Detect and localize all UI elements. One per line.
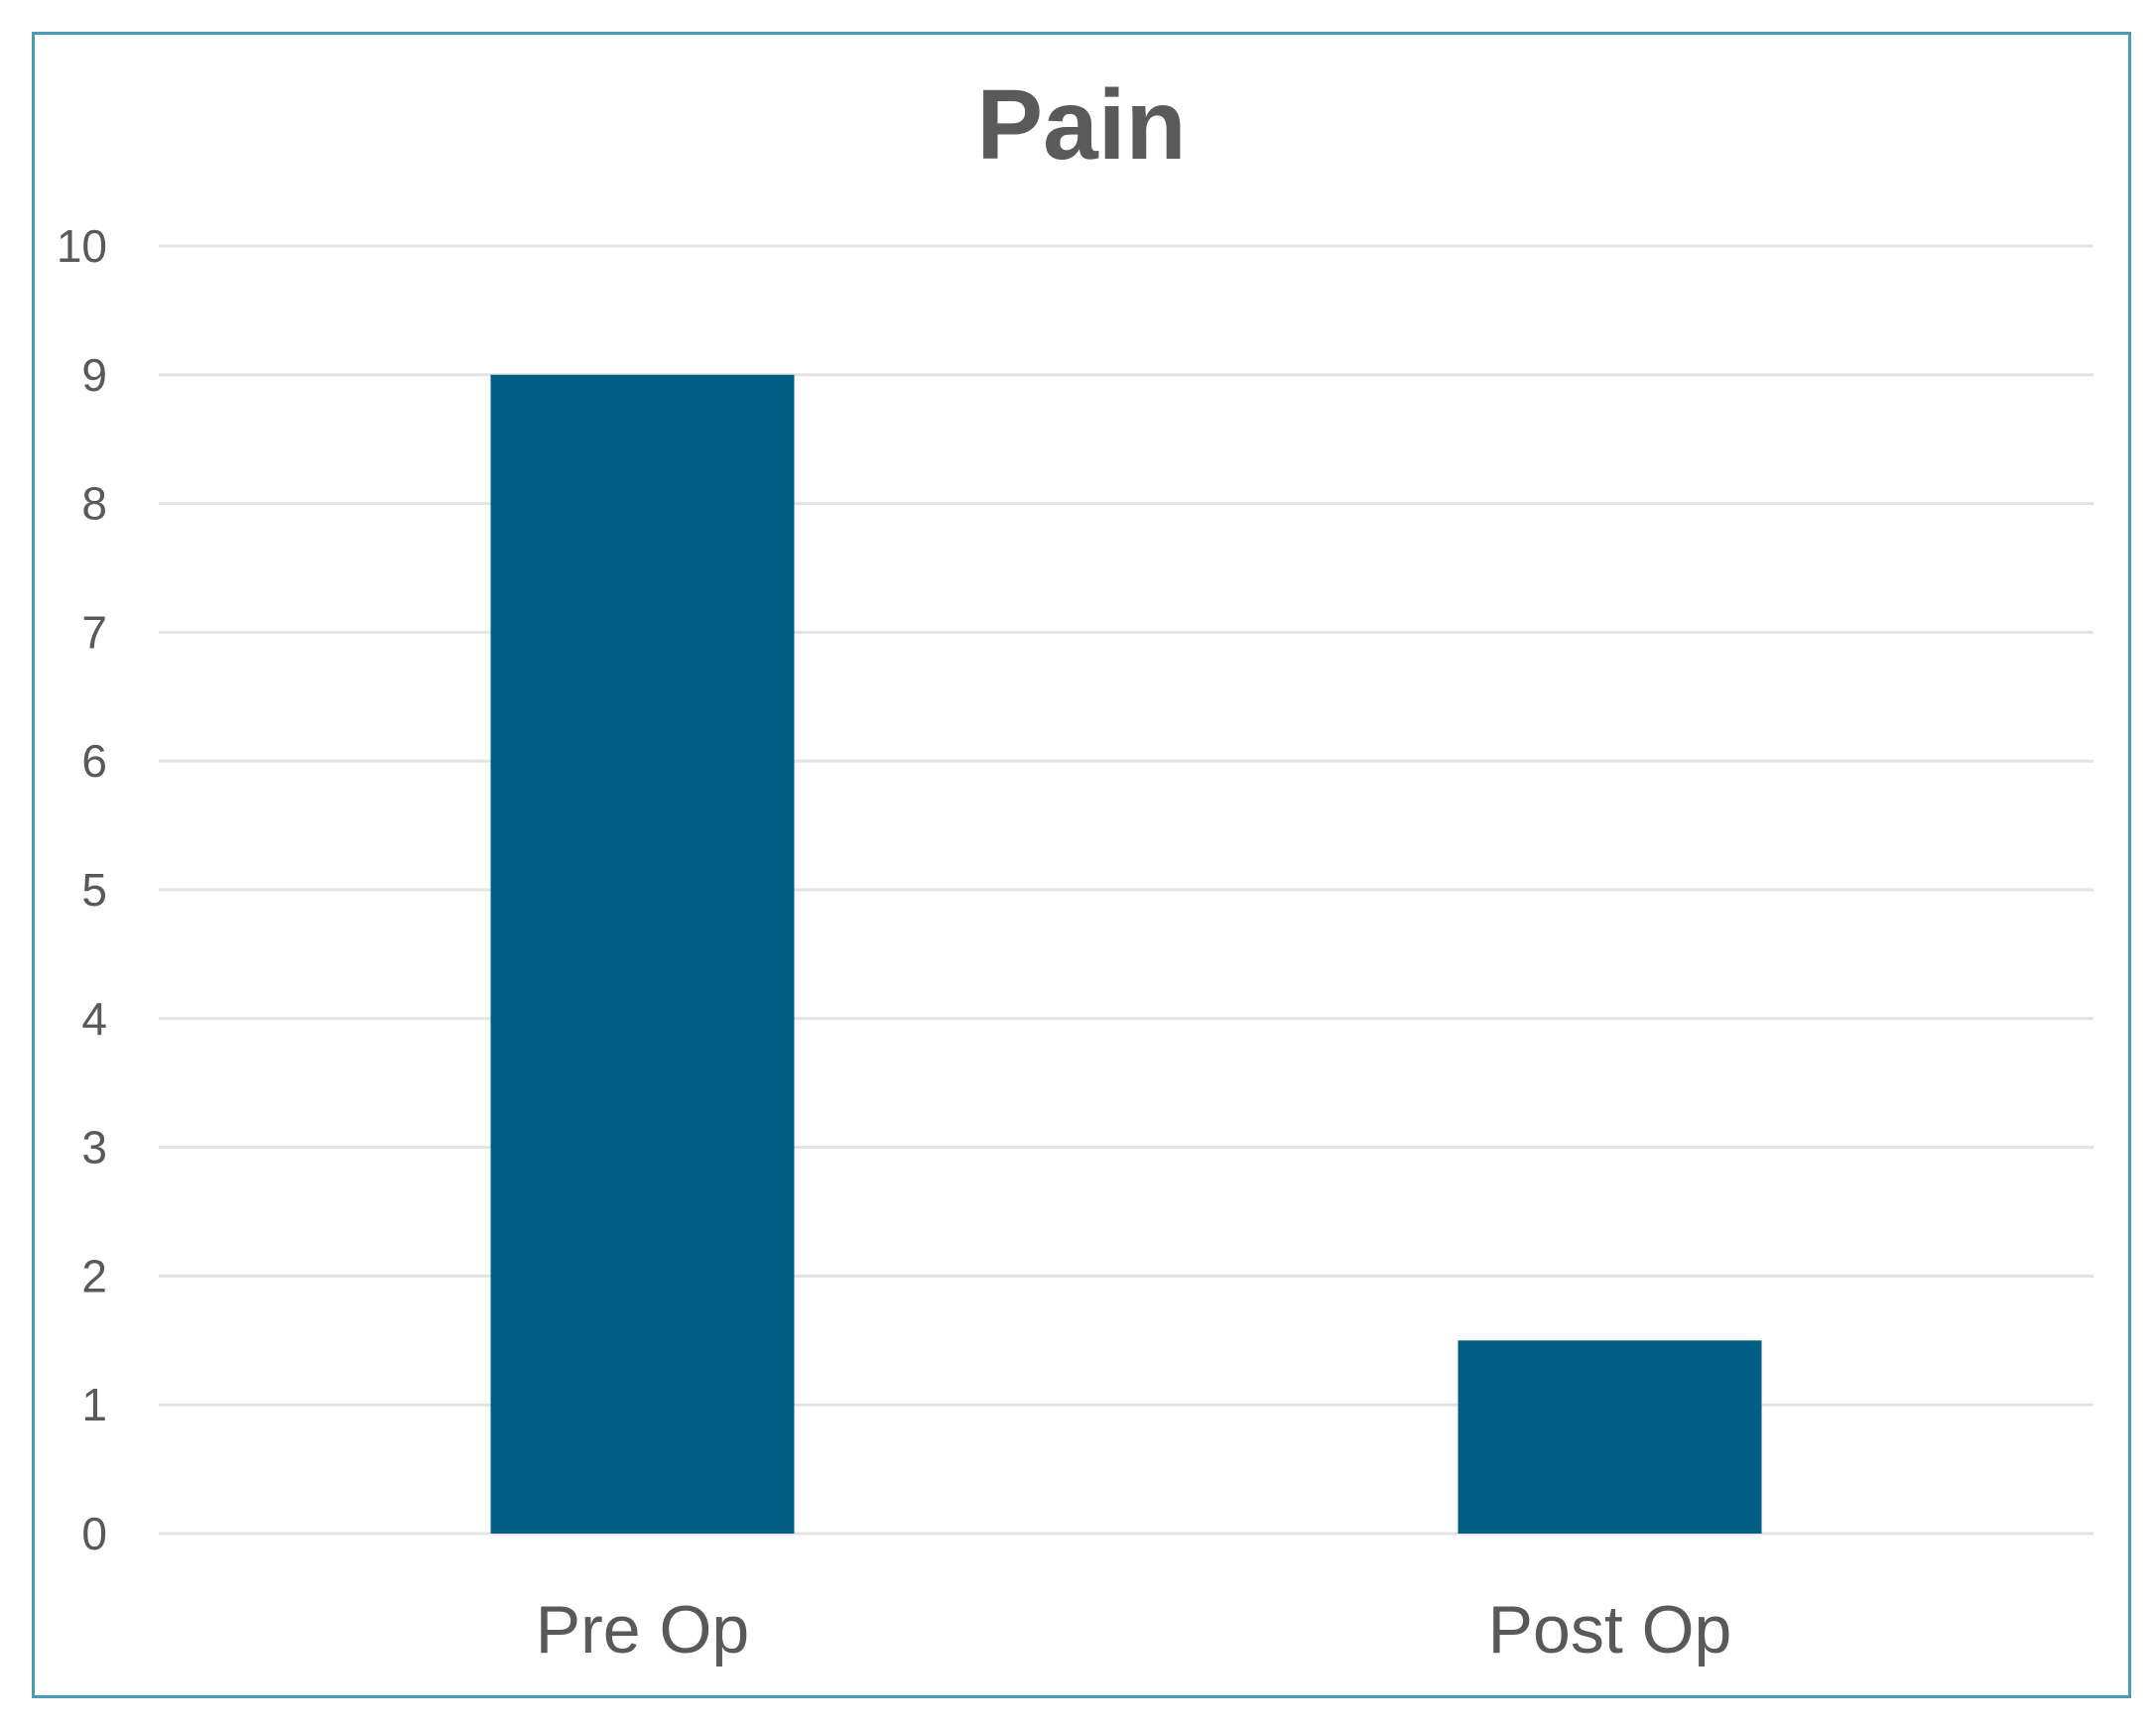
y-tick-label: 3 xyxy=(81,1122,107,1173)
y-tick-label: 1 xyxy=(81,1379,107,1430)
y-tick-label: 0 xyxy=(81,1508,107,1559)
x-category-label: Post Op xyxy=(1488,1592,1732,1667)
chart-frame xyxy=(32,32,2131,1698)
y-tick-label: 4 xyxy=(81,993,107,1045)
bar-pre-op xyxy=(490,374,795,1534)
y-tick-label: 10 xyxy=(57,220,107,272)
x-axis-category-labels: Pre Op Post Op xyxy=(536,1592,1732,1667)
y-tick-label: 9 xyxy=(81,349,107,401)
bars xyxy=(490,374,1762,1534)
gridlines xyxy=(159,244,2093,1536)
x-category-label: Pre Op xyxy=(536,1592,749,1667)
y-tick-label: 5 xyxy=(81,864,107,916)
y-tick-label: 8 xyxy=(81,478,107,530)
y-tick-label: 2 xyxy=(81,1250,107,1301)
y-axis-tick-labels: 0 1 2 3 4 5 6 7 8 9 10 xyxy=(57,220,107,1559)
bar-post-op xyxy=(1458,1340,1762,1534)
y-tick-label: 6 xyxy=(81,735,107,787)
chart-title: Pain xyxy=(976,69,1186,181)
y-tick-label: 7 xyxy=(81,606,107,658)
